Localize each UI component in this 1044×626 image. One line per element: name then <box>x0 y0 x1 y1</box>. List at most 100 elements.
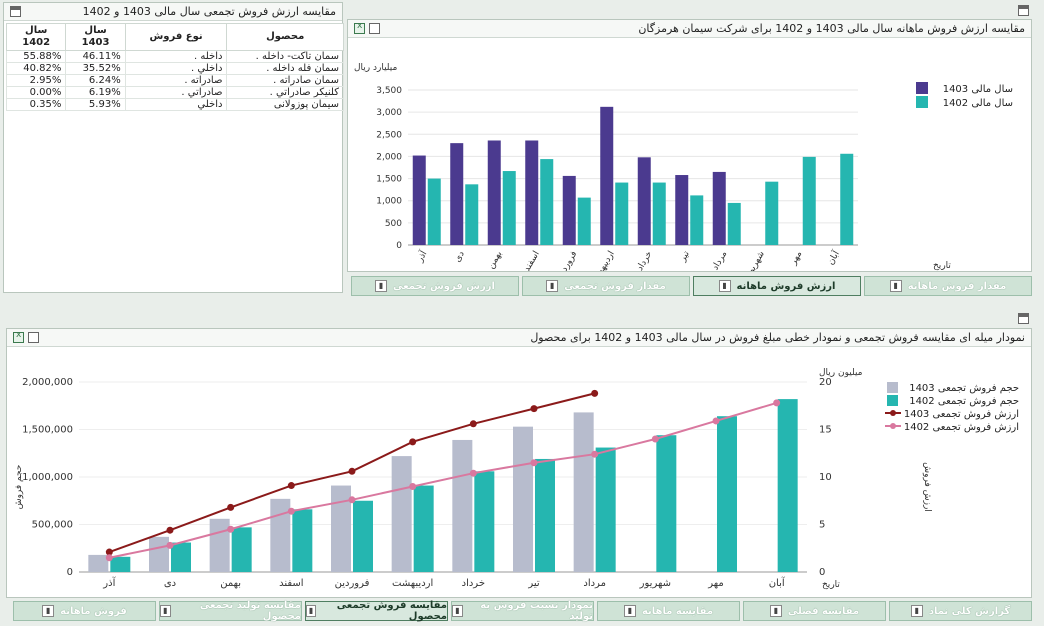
bar-cumulative-1403 <box>573 412 594 572</box>
bar-1402 <box>652 182 666 245</box>
tab-label: مقدار فروش تجمعی <box>564 280 666 292</box>
chart-icon: ▮ <box>910 605 923 617</box>
bar-cumulative-1403 <box>149 536 169 572</box>
legend-swatch <box>890 423 896 429</box>
bar-cumulative-1403 <box>513 426 533 572</box>
table-row[interactable]: کلنيکر صادراتي . صادراتي . 6.19% 0.00% <box>5 86 344 99</box>
x-tick-label: اسفند <box>522 250 542 272</box>
bar-cumulative-1403 <box>209 518 230 572</box>
bar-cumulative-1403 <box>331 485 351 572</box>
table-body: سمان تاکت- داخله . داخله . 46.11% 55.88% سما… <box>5 50 344 111</box>
legend-swatch <box>887 382 898 393</box>
y2-tick-label: 10 <box>819 472 832 483</box>
bar-cumulative-1402 <box>474 471 495 572</box>
col-header-1402[interactable]: سال 1402 <box>5 23 67 51</box>
bar-1402 <box>802 156 816 245</box>
monthly-tab-0[interactable]: مقدار فروش ماهانه ▮ <box>864 276 1032 296</box>
cumulative-tab-6[interactable]: فروش ماهانه ▮ <box>13 601 156 621</box>
x-tick-label: اردیبهشت <box>392 578 433 589</box>
window-icon[interactable] <box>10 6 21 17</box>
table-row[interactable]: سمان صادراته . صادراته . 6.24% 2.95% <box>5 74 344 87</box>
line-point <box>348 467 356 475</box>
cumulative-tab-3[interactable]: نمودار نسبت فروش به تولید ▮ <box>451 600 594 622</box>
window-icon[interactable] <box>1018 5 1029 16</box>
excel-export-icon[interactable] <box>13 330 24 343</box>
table-panel-title: مقایسه ارزش فروش تجمعی سال مالی 1403 و 1… <box>82 5 336 18</box>
y-tick-label: 1,500 <box>376 175 402 185</box>
x-tick-label: بهمن <box>220 578 241 589</box>
x-tick-label: مهر <box>707 578 723 589</box>
bar-1402 <box>427 178 441 245</box>
chart-icon: ▮ <box>769 605 782 617</box>
y2-tick-label: 0 <box>819 567 825 578</box>
bar-1403 <box>712 171 726 245</box>
col-header-1403[interactable]: سال 1403 <box>65 23 126 51</box>
cell-share-1403: 6.24% <box>65 74 126 87</box>
line-point <box>287 507 295 515</box>
table-panel: مقایسه ارزش فروش تجمعی سال مالی 1403 و 1… <box>3 2 344 293</box>
tab-label: مقایسه ماهانه <box>641 605 714 617</box>
tab-label: مقایسه تولید تجمعی محصول <box>199 600 301 622</box>
x-tick-label: فروردین <box>335 578 370 589</box>
monthly-chart-title: مقایسه ارزش فروش ماهانه سال مالی 1403 و … <box>638 22 1025 35</box>
line-point <box>409 438 417 446</box>
monthly-chart-tabs: مقدار فروش ماهانه ▮ ارزش فروش ماهانه ▮ مقدار… <box>347 276 1032 296</box>
monthly-tab-3[interactable]: ارزش فروش تجمعی ▮ <box>351 276 519 296</box>
bar-1402 <box>577 197 591 245</box>
table-row[interactable]: سمان تاکت- داخله . داخله . 46.11% 55.88% <box>5 50 344 63</box>
monthly-tab-2[interactable]: مقدار فروش تجمعی ▮ <box>522 276 690 296</box>
y-tick-label: 2,500 <box>376 130 402 140</box>
bar-cumulative-1403 <box>88 554 109 572</box>
window-icon[interactable] <box>1018 313 1029 324</box>
col-header-product[interactable]: محصول <box>226 23 344 51</box>
cumulative-chart-header: نمودار میله ای مقایسه فروش تجمعی و نمودا… <box>7 329 1031 347</box>
x-tick-label: مهر <box>788 249 804 267</box>
tab-label: مقایسه فصلی <box>787 605 860 617</box>
chart-icon: ▮ <box>889 280 902 292</box>
print-icon[interactable] <box>369 23 380 34</box>
bar-1403 <box>450 143 464 245</box>
chart-icon: ▮ <box>306 605 317 617</box>
chart-icon: ▮ <box>623 605 636 617</box>
line-point <box>227 503 235 511</box>
cumulative-tab-4[interactable]: مقایسه فروش تجمعی محصول ▮ <box>305 600 448 622</box>
cumulative-chart-tabs: گزارش کلی نماد ▮ مقایسه فصلی ▮ مقایسه ماهانه… <box>8 600 1032 622</box>
line-point <box>651 435 659 443</box>
cell-product: سيمان پوزولانی <box>226 98 344 111</box>
cumulative-sales-chart: 0 500,000 1,000,000 1,500,000 2,000,000 0 5 10 1… <box>14 368 1019 590</box>
chart-icon: ▮ <box>718 280 731 292</box>
cumulative-tab-1[interactable]: مقایسه فصلی ▮ <box>743 601 886 621</box>
line-point <box>227 525 235 533</box>
bar-cumulative-1402 <box>777 399 798 572</box>
monthly-tab-1[interactable]: ارزش فروش ماهانه ▮ <box>693 276 861 296</box>
monthly-chart-header: مقایسه ارزش فروش ماهانه سال مالی 1403 و … <box>348 20 1031 38</box>
cumulative-tab-5[interactable]: مقایسه تولید تجمعی محصول ▮ <box>159 600 302 622</box>
col-header-sale-type[interactable]: نوع فروش <box>124 23 228 51</box>
line-point <box>105 554 113 562</box>
cumulative-tab-2[interactable]: مقایسه ماهانه ▮ <box>597 601 740 621</box>
excel-export-icon[interactable] <box>354 21 365 34</box>
line-point <box>166 526 174 534</box>
y-tick-label: 0 <box>67 567 73 578</box>
table-row[interactable]: سمان فله داخله . داخلي . 35.52% 40.82% <box>5 62 344 75</box>
bar-1402 <box>690 195 704 245</box>
bar-1403 <box>525 140 539 245</box>
legend-label: سال مالی 1403 <box>943 84 1013 95</box>
tab-label: گزارش کلی نماد <box>928 605 1011 617</box>
x-tick-label: دی <box>453 250 467 265</box>
y-tick-label: 0 <box>396 241 402 251</box>
cumulative-tab-0[interactable]: گزارش کلی نماد ▮ <box>889 601 1032 621</box>
table-row[interactable]: سيمان پوزولانی داخلي 5.93% 0.35% <box>5 98 344 111</box>
x-tick-label: آبان <box>769 576 786 589</box>
cumulative-chart-panel: نمودار میله ای مقایسه فروش تجمعی و نمودا… <box>6 328 1032 598</box>
legend-swatch <box>890 410 896 416</box>
x-axis-label: تاریخ <box>822 580 840 590</box>
bar-1402 <box>840 153 854 245</box>
bar-1402 <box>465 184 479 245</box>
bar-cumulative-1402 <box>231 527 252 572</box>
cell-share-1402: 40.82% <box>5 62 67 75</box>
x-tick-label: اردیبهشت <box>590 250 617 272</box>
cell-share-1403: 35.52% <box>65 62 126 75</box>
print-icon[interactable] <box>28 332 39 343</box>
line-point <box>348 496 356 504</box>
